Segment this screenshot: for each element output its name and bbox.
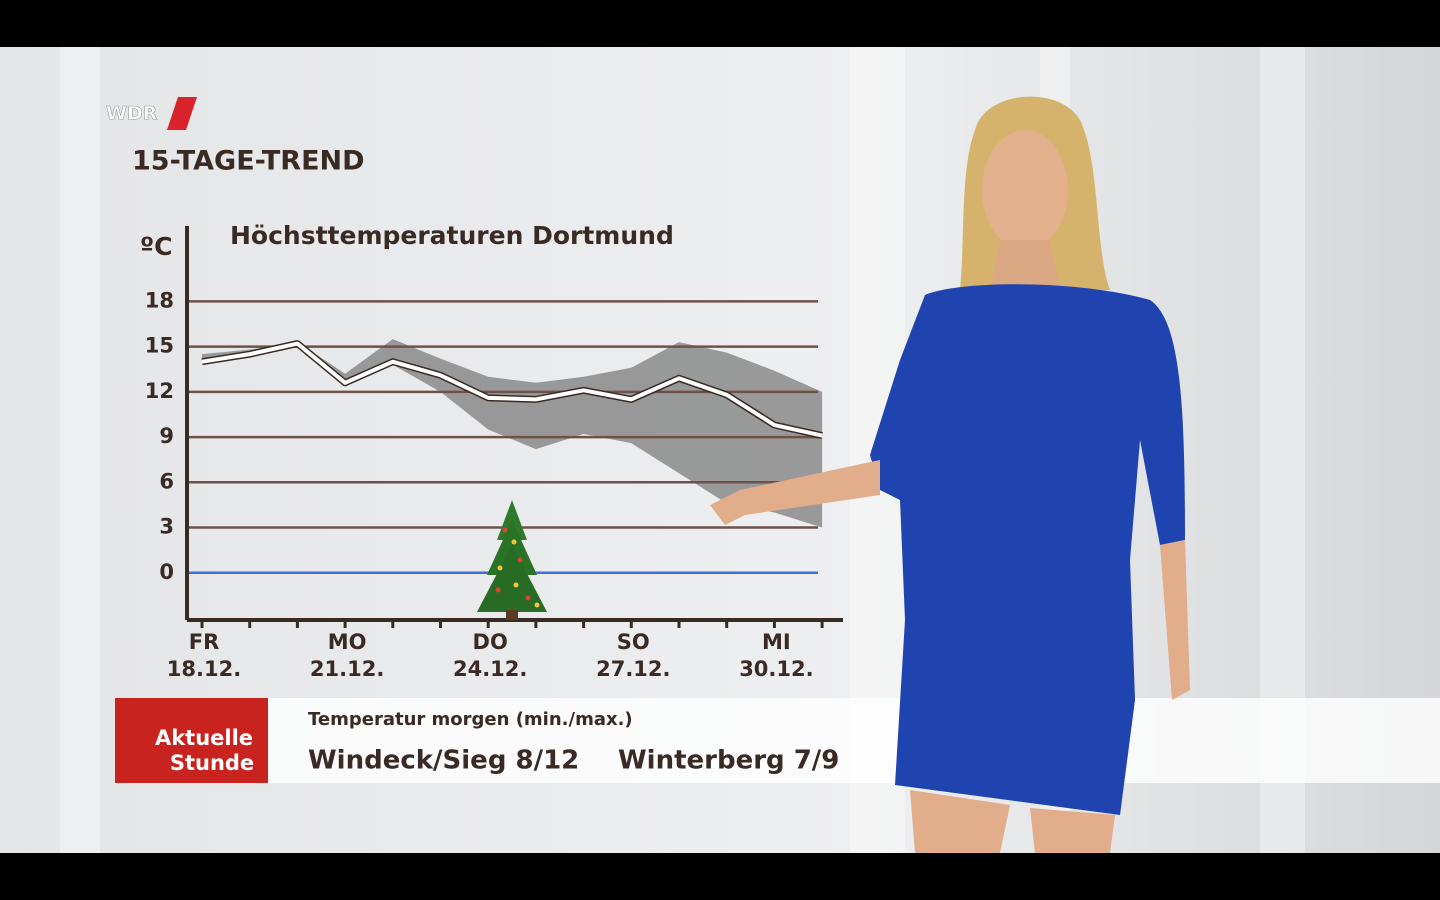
ticker-item: Windeck/Sieg 8/12 (308, 746, 579, 776)
x-tick-label: 30.12. (739, 657, 813, 681)
ticker-bar (268, 698, 1440, 783)
x-day-label: FR (189, 630, 220, 654)
line (201, 341, 823, 438)
chart: 0 3 6 9 12 15 18 FR 18.12. MO 21.12. DO 24.12. SO 27.1… (145, 226, 843, 681)
x-day-label: DO (473, 630, 508, 654)
chart-title: Höchsttemperaturen Dortmund (230, 221, 674, 250)
badge-line: Stunde (170, 751, 254, 775)
x-day-label: MO (328, 630, 367, 654)
x-tick-label: 24.12. (453, 657, 527, 681)
y-tick-label: 0 (159, 560, 174, 584)
y-tick-label: 18 (145, 288, 174, 312)
y-unit: ºC (140, 232, 172, 261)
y-tick-label: 15 (145, 334, 174, 358)
x-day-label: SO (617, 630, 650, 654)
y-tick-label: 9 (159, 424, 174, 448)
christmas-tree (477, 500, 547, 620)
y-tick-label: 3 (159, 515, 174, 539)
y-tick-label: 6 (159, 469, 174, 493)
x-tick-label: 18.12. (167, 657, 241, 681)
badge-line: Aktuelle (155, 726, 253, 750)
x-tick-label: 27.12. (596, 657, 670, 681)
ticker-item: Winterberg 7/9 (618, 746, 839, 776)
logo-mark (167, 97, 197, 130)
x-tick-label: 21.12. (310, 657, 384, 681)
logo: WDR (106, 103, 158, 125)
ticker-badge (115, 698, 268, 783)
section-title: 15-TAGE-TREND (132, 146, 365, 177)
y-tick-label: 12 (145, 379, 174, 403)
x-day-label: MI (762, 630, 791, 654)
ticker-heading: Temperatur morgen (min./max.) (308, 709, 633, 730)
presenter (710, 96, 1190, 853)
